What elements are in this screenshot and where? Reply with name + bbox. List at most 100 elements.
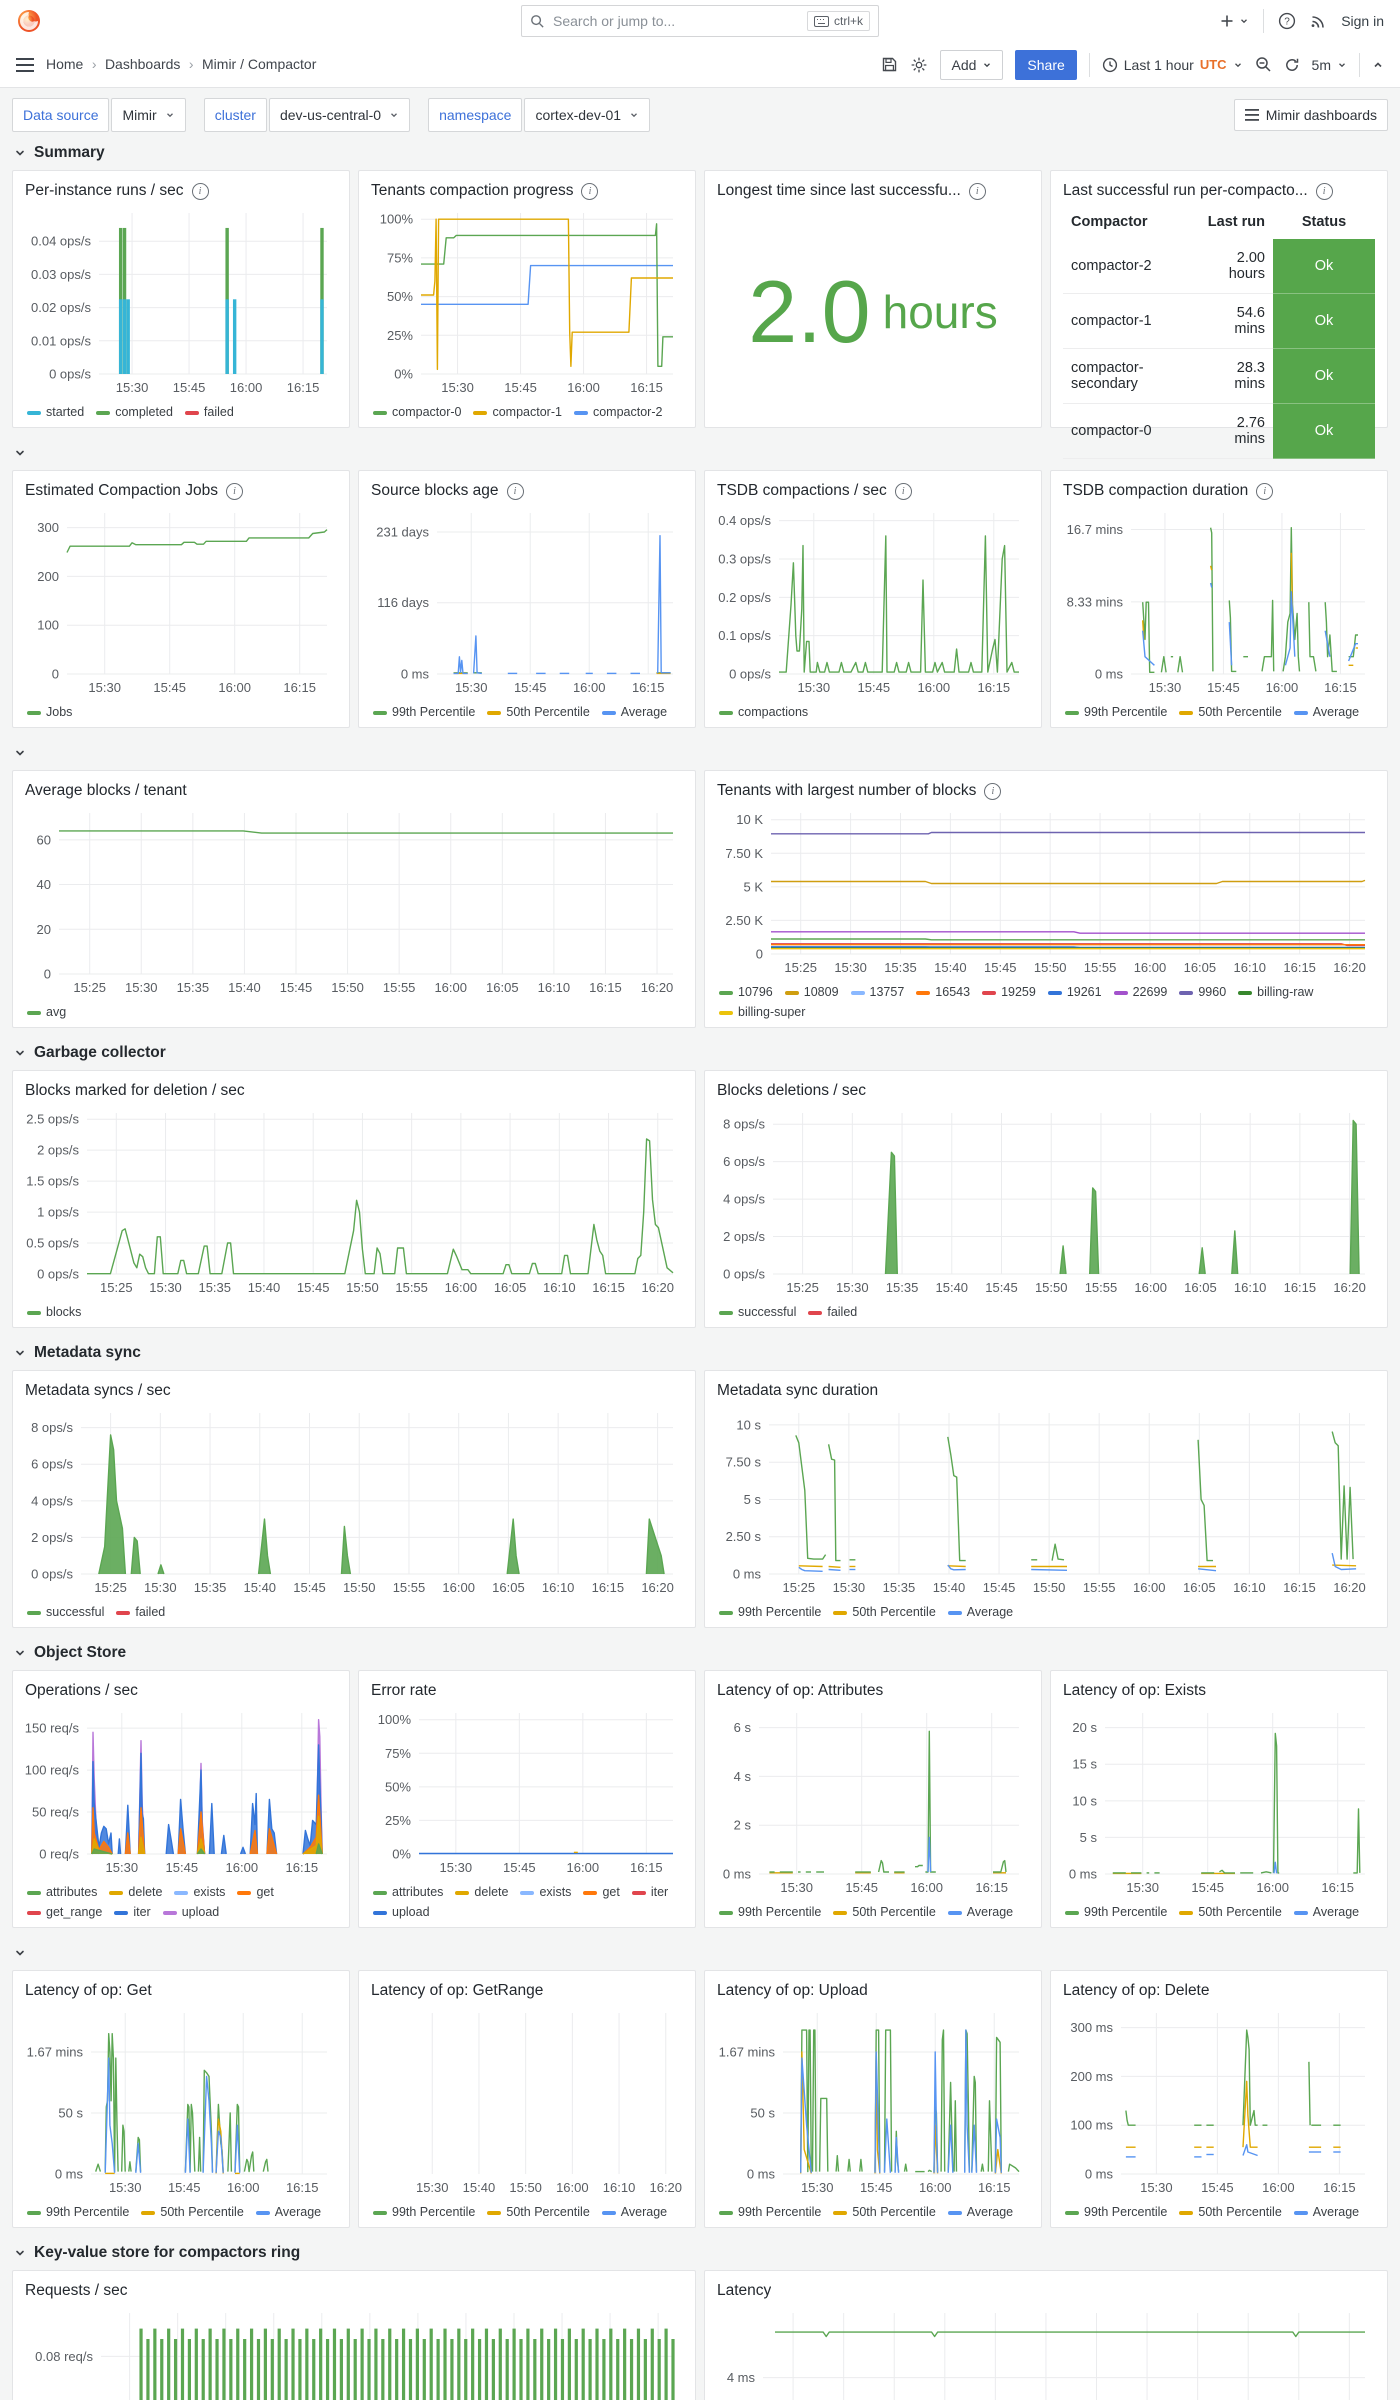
legend-item[interactable]: Average [947,1904,1013,1921]
sign-in-link[interactable]: Sign in [1341,13,1384,29]
info-icon[interactable]: i [225,482,243,500]
legend-item[interactable]: Average [1293,1904,1359,1921]
panel-title[interactable]: TSDB compaction duration [1063,482,1249,499]
legend-item[interactable]: billing-raw [1238,984,1313,1001]
legend-item[interactable]: 10796 [719,984,773,1001]
mimir-dashboards-button[interactable]: Mimir dashboards [1233,99,1388,131]
legend-item[interactable]: Average [601,704,667,721]
legend-item[interactable]: 99th Percentile [1065,1904,1167,1921]
legend-item[interactable]: Jobs [27,704,72,721]
panel-title[interactable]: Longest time since last successfu... [717,182,961,199]
row-toggle[interactable] [12,436,1388,470]
legend-item[interactable]: 50th Percentile [487,2204,590,2221]
legend-item[interactable]: get [237,1884,274,1901]
panel-title[interactable]: Error rate [371,1682,437,1699]
panel-title[interactable]: Latency of op: Upload [717,1982,868,1999]
panel-title[interactable]: Tenants with largest number of blocks [717,782,977,799]
legend-item[interactable]: successful [719,1304,796,1321]
legend-item[interactable]: 50th Percentile [487,704,590,721]
legend-item[interactable]: upload [162,1904,219,1921]
legend-item[interactable]: compactions [719,704,808,721]
legend-item[interactable]: 99th Percentile [373,704,475,721]
legend-item[interactable]: Average [1293,2204,1359,2221]
info-icon[interactable]: i [581,182,599,200]
section-header[interactable]: Object Store [12,1636,1388,1670]
info-icon[interactable]: i [191,182,209,200]
time-range-picker[interactable]: Last 1 hour UTC [1102,57,1243,73]
legend-item[interactable]: get_range [27,1904,102,1921]
legend-item[interactable]: upload [373,1904,430,1921]
breadcrumb-home[interactable]: Home [46,55,84,72]
legend-item[interactable]: completed [96,404,173,421]
add-button[interactable]: Add [940,49,1004,80]
table-header[interactable]: Compactor [1071,214,1148,230]
legend-item[interactable]: 99th Percentile [373,2204,475,2221]
panel-title[interactable]: Latency of op: Delete [1063,1982,1210,1999]
share-button[interactable]: Share [1015,49,1077,80]
row-toggle[interactable] [12,736,1388,770]
panel-title[interactable]: Operations / sec [25,1682,138,1699]
zoom-out-button[interactable] [1255,56,1272,73]
legend-item[interactable]: 99th Percentile [27,2204,129,2221]
legend-item[interactable]: attributes [373,1884,443,1901]
section-header[interactable]: Key-value store for compactors ring [12,2236,1388,2270]
legend-item[interactable]: 50th Percentile [833,1604,936,1621]
legend-item[interactable]: 50th Percentile [1179,1904,1282,1921]
legend-item[interactable]: 19261 [1047,984,1102,1001]
info-icon[interactable]: i [894,482,912,500]
legend-item[interactable]: started [27,404,84,421]
breadcrumb-current[interactable]: Mimir / Compactor [202,55,317,72]
legend-item[interactable]: successful [27,1604,104,1621]
table-header[interactable]: Last run [1207,214,1265,230]
panel-title[interactable]: Tenants compaction progress [371,182,574,199]
legend-item[interactable]: compactor-1 [473,404,562,421]
search-input[interactable]: Search or jump to... ctrl+k [521,5,879,37]
legend-item[interactable]: failed [808,1304,857,1321]
section-header[interactable]: Garbage collector [12,1036,1388,1070]
legend-item[interactable]: Average [601,2204,667,2221]
info-icon[interactable]: i [968,182,986,200]
new-menu-button[interactable] [1219,13,1249,29]
news-button[interactable] [1310,13,1327,30]
legend-item[interactable]: exists [174,1884,225,1901]
legend-item[interactable]: 50th Percentile [1179,2204,1282,2221]
info-icon[interactable]: i [1315,182,1333,200]
panel-title[interactable]: Latency of op: Get [25,1982,152,1999]
info-icon[interactable]: i [1256,482,1274,500]
legend-item[interactable]: exists [520,1884,571,1901]
legend-item[interactable]: 99th Percentile [719,1604,821,1621]
panel-title[interactable]: Estimated Compaction Jobs [25,482,218,499]
namespace-select[interactable]: cortex-dev-01 [524,98,651,132]
panel-title[interactable]: Latency of op: Exists [1063,1682,1207,1699]
legend-item[interactable]: 13757 [850,984,904,1001]
legend-item[interactable]: 50th Percentile [141,2204,244,2221]
section-header[interactable]: Summary [12,136,1388,170]
panel-title[interactable]: Per-instance runs / sec [25,182,184,199]
panel-title[interactable]: Latency [717,2282,772,2299]
panel-title[interactable]: Average blocks / tenant [25,782,187,799]
legend-item[interactable]: 99th Percentile [1065,2204,1167,2221]
legend-item[interactable]: avg [27,1004,66,1021]
info-icon[interactable]: i [506,482,524,500]
refresh-interval-picker[interactable]: 5m [1312,57,1347,73]
legend-item[interactable]: Average [947,1604,1013,1621]
info-icon[interactable]: i [984,782,1002,800]
legend-item[interactable]: 22699 [1113,984,1167,1001]
legend-item[interactable]: 50th Percentile [833,1904,936,1921]
panel-title[interactable]: TSDB compactions / sec [717,482,887,499]
refresh-button[interactable] [1284,57,1300,73]
legend-item[interactable]: 16543 [916,984,970,1001]
legend-item[interactable]: 19259 [982,984,1036,1001]
table-header[interactable]: Status [1301,214,1347,230]
legend-item[interactable]: iter [114,1904,151,1921]
legend-item[interactable]: delete [109,1884,162,1901]
legend-item[interactable]: Average [947,2204,1013,2221]
panel-title[interactable]: Metadata sync duration [717,1382,879,1399]
legend-item[interactable]: get [583,1884,620,1901]
legend-item[interactable]: 10809 [784,984,839,1001]
panel-title[interactable]: Blocks marked for deletion / sec [25,1082,245,1099]
panel-title[interactable]: Requests / sec [25,2282,128,2299]
datasource-select[interactable]: Mimir [111,98,186,132]
legend-item[interactable]: Average [255,2204,321,2221]
breadcrumb-dashboards[interactable]: Dashboards [104,55,181,72]
